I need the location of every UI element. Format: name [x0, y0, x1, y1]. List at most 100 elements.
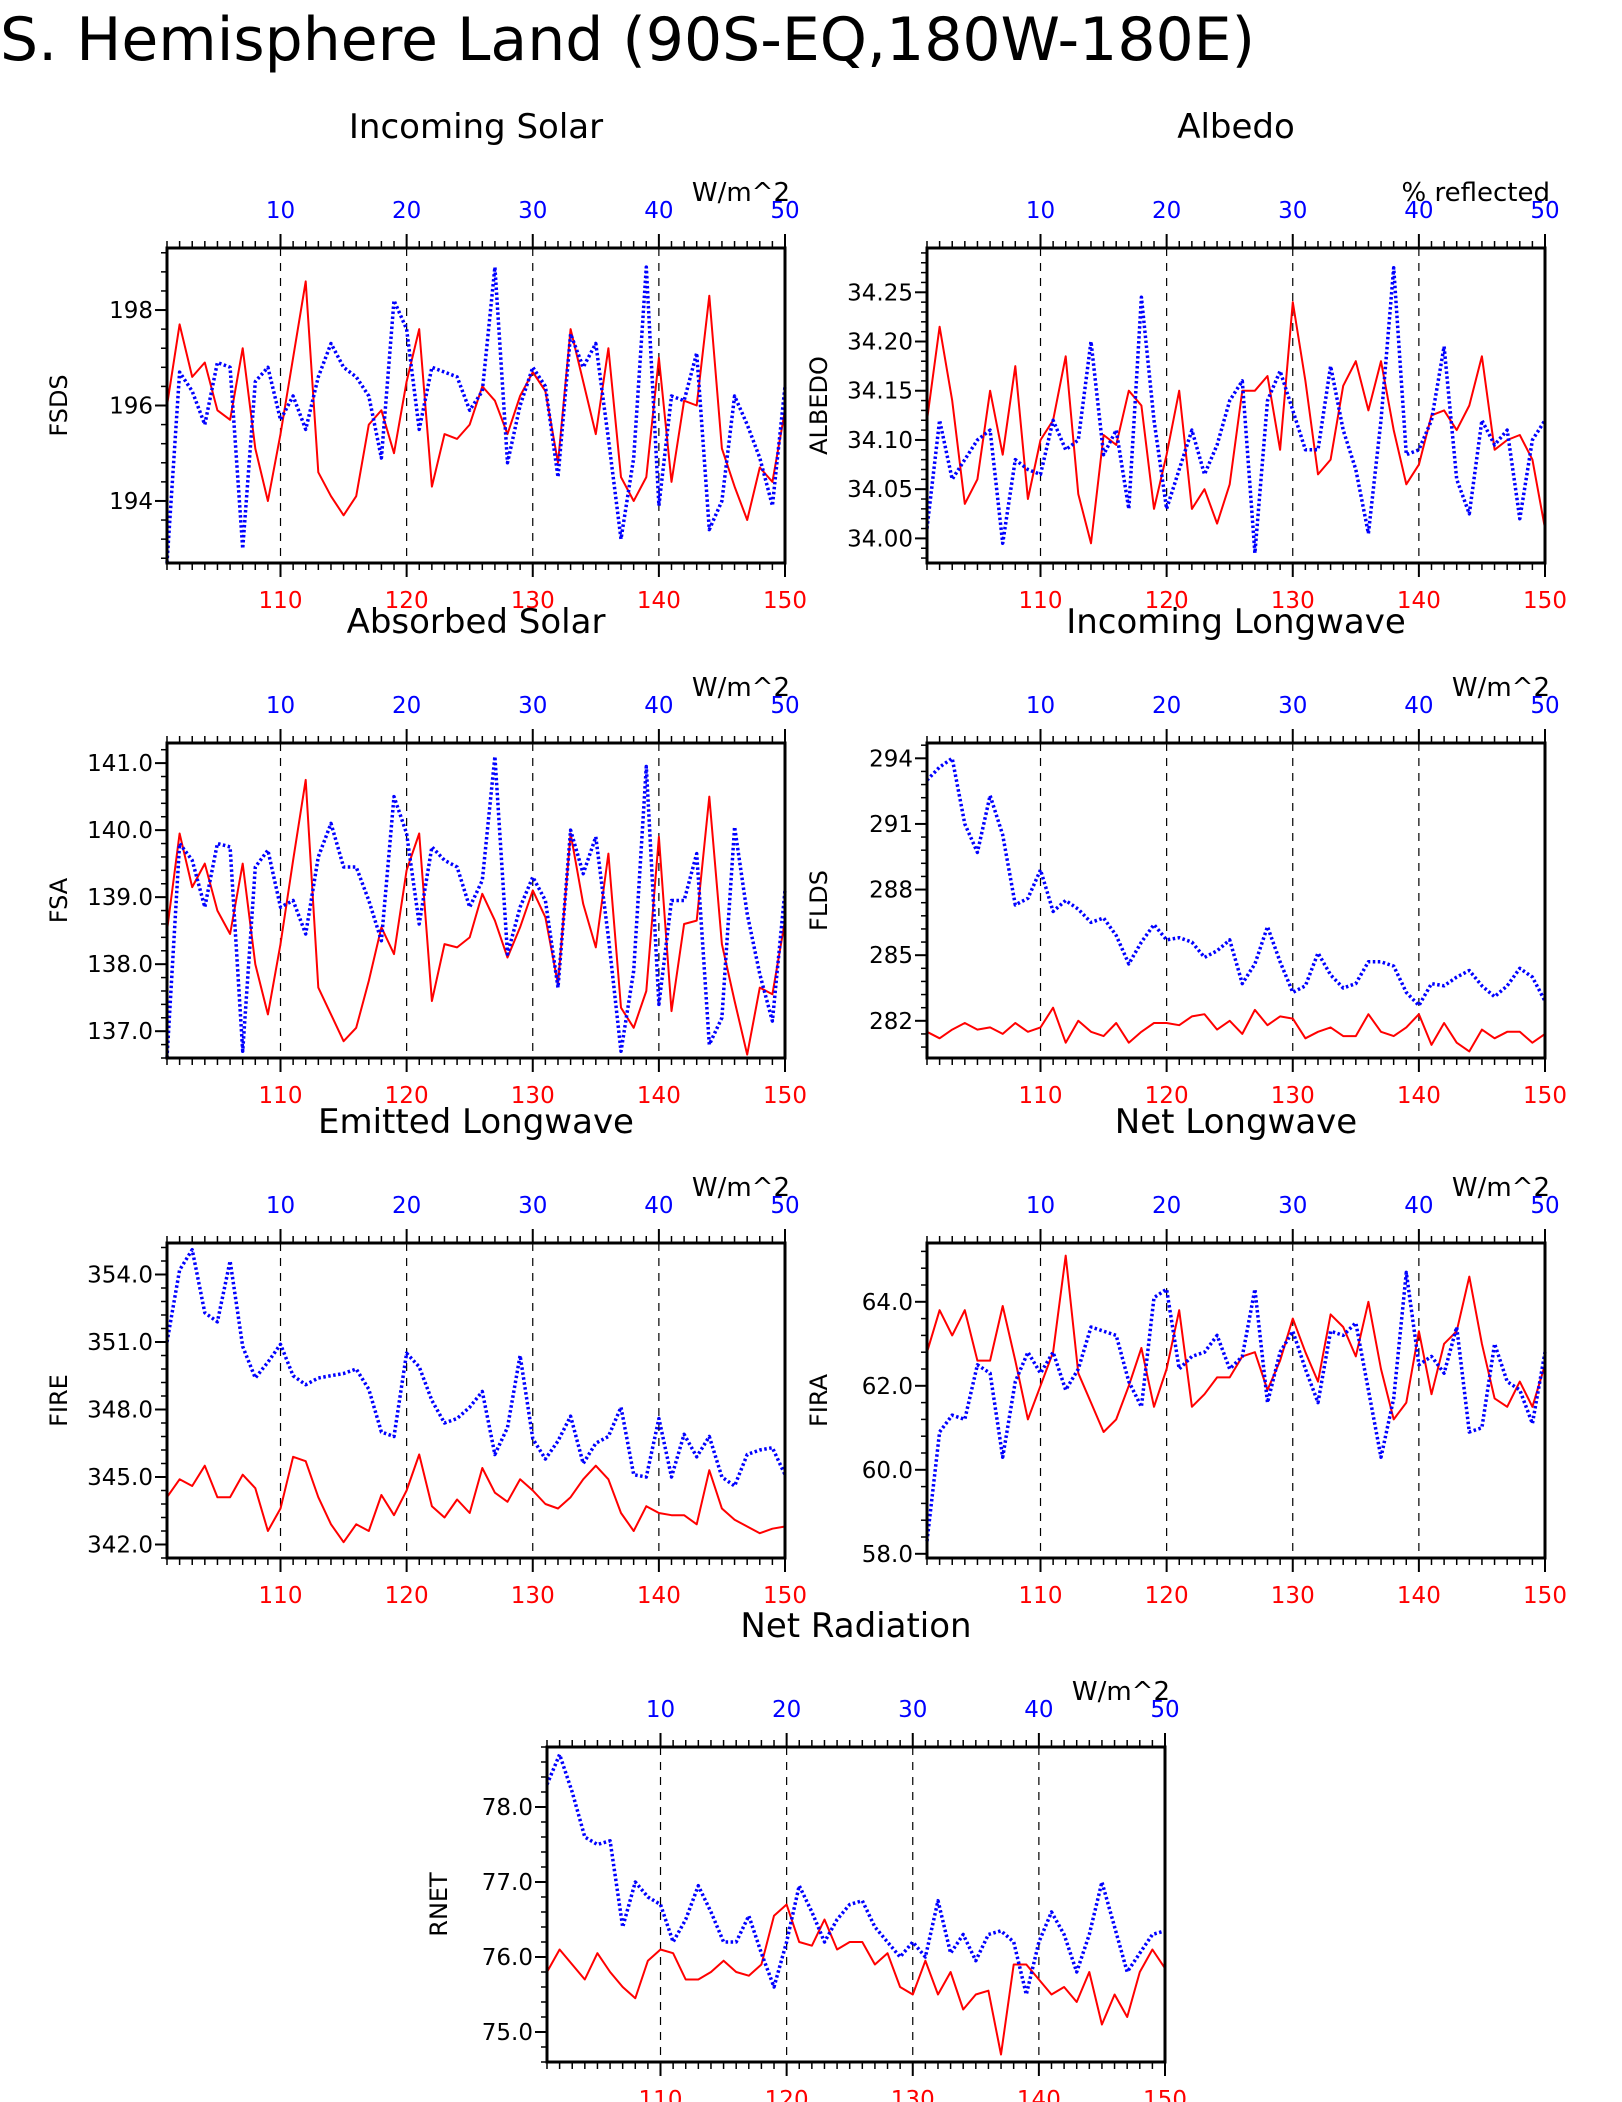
x-tick-label-top: 40 [644, 198, 673, 224]
x-tick-label-top: 20 [392, 1193, 421, 1219]
series-line-blue [925, 265, 1547, 555]
x-tick-label-top: 30 [898, 1697, 927, 1723]
y-axis-label: FIRE [45, 1374, 73, 1427]
x-tick-label-bottom: 120 [385, 1583, 429, 1609]
y-tick-label: 137.0 [87, 1019, 153, 1045]
units-label: W/m^2 [692, 673, 790, 703]
x-tick-label-bottom: 110 [1019, 1083, 1063, 1109]
panel-title: Albedo [1177, 107, 1295, 147]
series-line-blue [925, 756, 1547, 1008]
y-tick-label: 34.05 [847, 477, 913, 503]
plot-frame [545, 1745, 1167, 2064]
y-axis-label: FLDS [805, 870, 833, 931]
y-axis-label: FSDS [45, 374, 73, 436]
x-tick-label-top: 10 [266, 1193, 295, 1219]
x-tick-label-top: 10 [266, 198, 295, 224]
y-tick-label: 76.0 [482, 1945, 533, 1971]
panel-title: Incoming Solar [349, 107, 603, 147]
x-tick-label-top: 10 [646, 1697, 675, 1723]
x-tick-label-bottom: 150 [763, 588, 807, 614]
x-tick-label-bottom: 140 [1397, 1083, 1441, 1109]
series-line-red [166, 1453, 786, 1544]
units-label: % reflected [1402, 178, 1550, 208]
plot-frame [165, 741, 787, 1060]
y-tick-label: 34.10 [847, 428, 913, 454]
y-tick-label: 34.25 [847, 280, 913, 306]
x-tick-label-top: 40 [644, 693, 673, 719]
x-tick-label-bottom: 140 [1397, 1583, 1441, 1609]
x-tick-label-top: 10 [1026, 1193, 1055, 1219]
y-tick-label: 62.0 [862, 1374, 913, 1400]
x-tick-label-top: 50 [1530, 198, 1559, 224]
x-tick-label-bottom: 130 [1271, 1583, 1315, 1609]
x-tick-label-top: 20 [1152, 1193, 1181, 1219]
panel-title: Incoming Longwave [1066, 602, 1406, 642]
x-tick-label-bottom: 110 [1019, 1583, 1063, 1609]
series-line-red [926, 1006, 1546, 1053]
x-tick-label-top: 30 [518, 1193, 547, 1219]
x-tick-label-bottom: 120 [385, 588, 429, 614]
plot-frame [925, 246, 1547, 565]
x-tick-label-bottom: 130 [891, 2087, 935, 2102]
plot-frame [925, 1241, 1547, 1560]
y-tick-label: 34.00 [847, 526, 913, 552]
units-label: W/m^2 [1452, 1173, 1550, 1203]
series-line-red [166, 280, 786, 521]
chart-panel-fire: Emitted Longwave W/m^2 FIRE 110 120 130 140 150… [45, 1102, 807, 1609]
series-line-red [546, 1903, 1166, 2056]
series-line-blue [545, 1752, 1166, 1997]
units-label: W/m^2 [1072, 1677, 1170, 1707]
x-tick-label-top: 10 [266, 693, 295, 719]
chart-panel-albedo: Albedo % reflected ALBEDO 110 120 130 140 150 10… [805, 107, 1567, 614]
chart-panel-fira: Net Longwave W/m^2 FIRA 110 120 130 140 150 10 20… [805, 1102, 1567, 1609]
x-tick-label-top: 20 [392, 198, 421, 224]
x-tick-label-top: 40 [644, 1193, 673, 1219]
x-tick-label-bottom: 150 [1523, 1583, 1567, 1609]
y-tick-label: 198 [109, 298, 153, 324]
panel-title: Net Longwave [1115, 1102, 1357, 1142]
x-tick-label-bottom: 140 [1017, 2087, 1061, 2102]
x-tick-label-bottom: 130 [511, 1083, 555, 1109]
panel-title: Net Radiation [740, 1606, 971, 1646]
x-tick-label-bottom: 140 [637, 1583, 681, 1609]
x-tick-label-bottom: 140 [637, 1083, 681, 1109]
series-line-red [926, 1254, 1546, 1433]
y-tick-label: 34.15 [847, 379, 913, 405]
y-axis-label: RNET [425, 1872, 453, 1937]
x-tick-label-bottom: 110 [639, 2087, 683, 2102]
x-tick-label-top: 50 [1530, 1193, 1559, 1219]
chart-panel-flds: Incoming Longwave W/m^2 FLDS 110 120 130 140 15… [805, 602, 1567, 1109]
y-tick-label: 141.0 [87, 751, 153, 777]
y-tick-label: 342.0 [87, 1533, 153, 1559]
y-axis-label: ALBEDO [805, 356, 833, 455]
x-tick-label-top: 20 [1152, 693, 1181, 719]
x-tick-label-bottom: 130 [1271, 1083, 1315, 1109]
x-tick-label-bottom: 110 [1019, 588, 1063, 614]
y-tick-label: 345.0 [87, 1465, 153, 1491]
y-tick-label: 285 [869, 943, 913, 969]
series-line-red [926, 301, 1546, 545]
x-tick-label-top: 50 [770, 693, 799, 719]
chart-panel-fsds: Incoming Solar W/m^2 FSDS 110 120 130 140 150 10… [45, 107, 807, 614]
x-tick-label-bottom: 150 [1523, 1083, 1567, 1109]
series-line-blue [165, 265, 787, 564]
plot-frame [165, 1241, 787, 1560]
x-tick-label-bottom: 120 [385, 1083, 429, 1109]
x-tick-label-bottom: 130 [511, 588, 555, 614]
x-tick-label-top: 40 [1024, 1697, 1053, 1723]
x-tick-label-bottom: 130 [1271, 588, 1315, 614]
y-tick-label: 282 [869, 1009, 913, 1035]
x-tick-label-top: 10 [1026, 198, 1055, 224]
y-tick-label: 348.0 [87, 1398, 153, 1424]
x-tick-label-bottom: 120 [765, 2087, 809, 2102]
x-tick-label-bottom: 150 [763, 1583, 807, 1609]
y-tick-label: 194 [109, 489, 153, 515]
x-tick-label-bottom: 150 [763, 1083, 807, 1109]
x-tick-label-bottom: 140 [1397, 588, 1441, 614]
x-tick-label-top: 50 [770, 198, 799, 224]
y-tick-label: 34.20 [847, 330, 913, 356]
x-tick-label-top: 20 [772, 1697, 801, 1723]
series-line-red [166, 778, 786, 1056]
x-tick-label-top: 30 [1278, 1193, 1307, 1219]
chart-panel-rnet: Net Radiation W/m^2 RNET 110 120 130 140 150 10 2… [425, 1606, 1187, 2102]
